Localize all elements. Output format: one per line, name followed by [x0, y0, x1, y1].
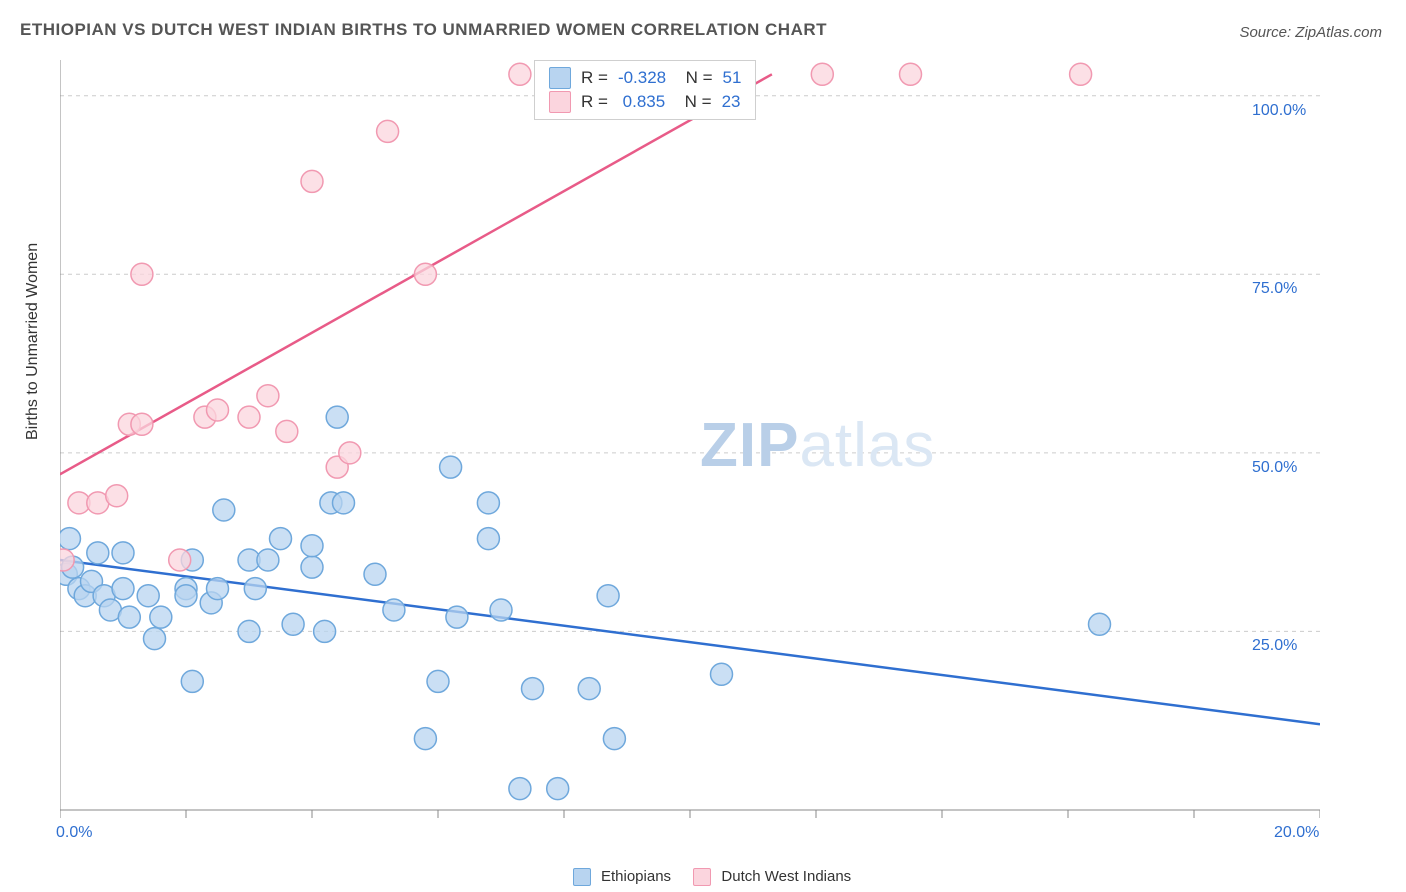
stats-swatch-dutch: [549, 91, 571, 113]
stats-n-label: N =: [675, 92, 711, 112]
legend-label-ethiopians: Ethiopians: [601, 868, 671, 885]
y-tick-label: 50.0%: [1252, 459, 1297, 477]
correlation-stats-box: R = -0.328 N = 51 R = 0.835 N = 23: [534, 60, 756, 120]
y-tick-label: 100.0%: [1252, 102, 1306, 120]
legend-label-dutch: Dutch West Indians: [721, 868, 851, 885]
stats-r-label: R =: [581, 68, 608, 88]
x-tick-label: 20.0%: [1274, 824, 1319, 842]
stats-r-value-dutch: 0.835: [618, 92, 665, 112]
x-tick-label: 0.0%: [56, 824, 92, 842]
stats-row-ethiopians: R = -0.328 N = 51: [549, 67, 741, 89]
stats-n-value-dutch: 23: [722, 92, 741, 112]
legend-swatch-ethiopians: [573, 868, 591, 886]
watermark-light: atlas: [799, 411, 935, 480]
stats-n-value-ethiopians: 51: [723, 68, 742, 88]
y-tick-label: 75.0%: [1252, 280, 1297, 298]
chart-area: 25.0%50.0%75.0%100.0%0.0%20.0%: [60, 50, 1320, 840]
y-tick-label: 25.0%: [1252, 637, 1297, 655]
stats-n-label: N =: [676, 68, 712, 88]
source-attribution: Source: ZipAtlas.com: [1239, 24, 1382, 41]
stats-row-dutch: R = 0.835 N = 23: [549, 91, 741, 113]
stats-r-value-ethiopians: -0.328: [618, 68, 666, 88]
watermark: ZIPatlas: [700, 410, 935, 481]
stats-r-label: R =: [581, 92, 608, 112]
legend-swatch-dutch: [693, 868, 711, 886]
chart-title: ETHIOPIAN VS DUTCH WEST INDIAN BIRTHS TO…: [20, 20, 827, 40]
stats-swatch-ethiopians: [549, 67, 571, 89]
watermark-bold: ZIP: [700, 411, 799, 480]
y-axis-label: Births to Unmarried Women: [24, 243, 42, 440]
bottom-legend: Ethiopians Dutch West Indians: [0, 868, 1406, 886]
scatter-plot: [60, 50, 1320, 840]
